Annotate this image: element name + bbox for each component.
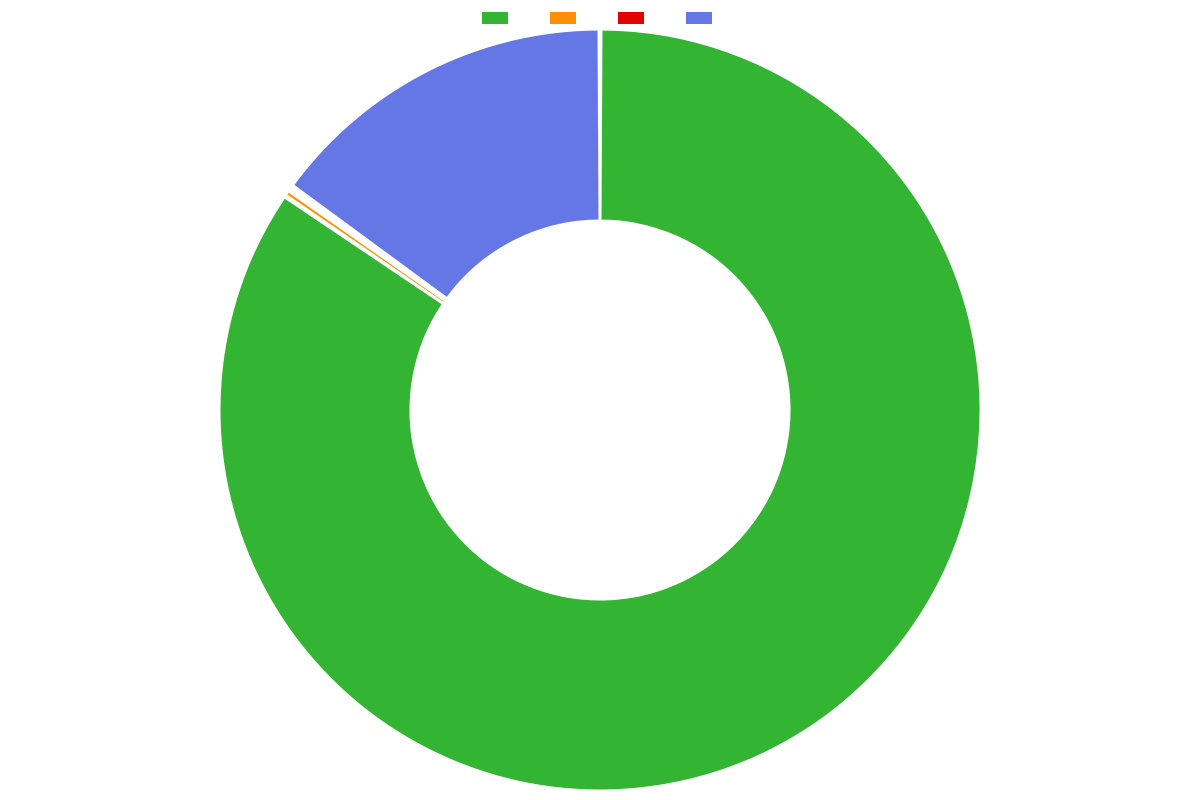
chart-legend	[0, 0, 1200, 28]
legend-swatch-2	[618, 12, 644, 24]
donut-chart	[0, 28, 1200, 800]
legend-item-3[interactable]	[686, 12, 718, 24]
legend-item-1[interactable]	[550, 12, 582, 24]
legend-swatch-3	[686, 12, 712, 24]
legend-item-2[interactable]	[618, 12, 650, 24]
legend-swatch-0	[482, 12, 508, 24]
legend-swatch-1	[550, 12, 576, 24]
legend-item-0[interactable]	[482, 12, 514, 24]
